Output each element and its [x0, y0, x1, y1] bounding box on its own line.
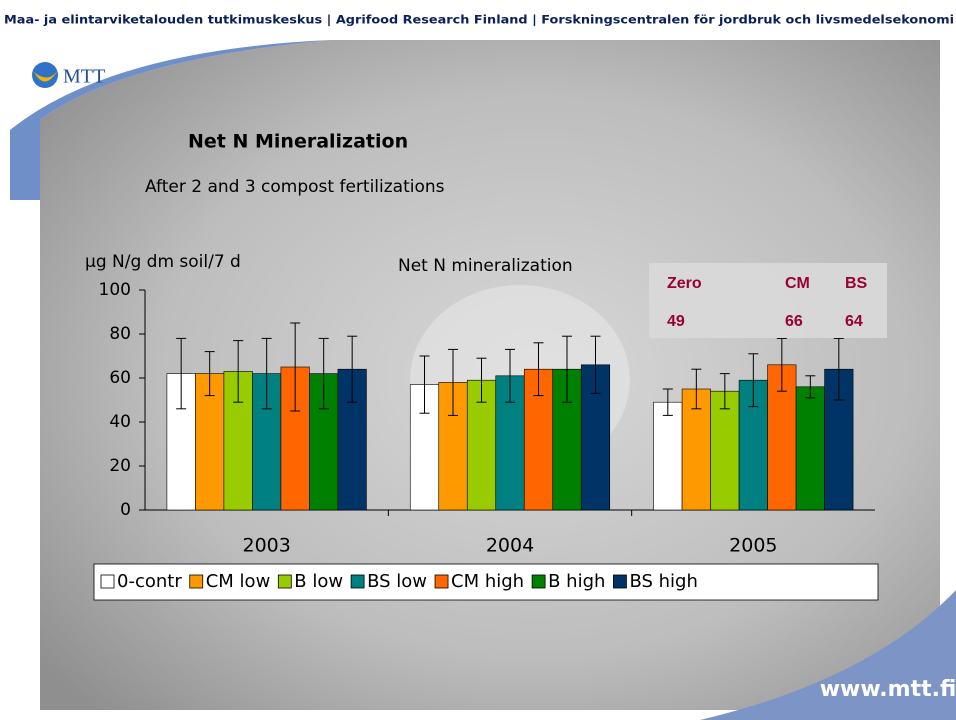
y-tick-label: 0	[120, 500, 131, 520]
legend-label: B low	[294, 571, 343, 592]
slide: Maa- ja elintarviketalouden tutkimuskesk…	[0, 0, 956, 720]
legend-label: CM high	[451, 571, 524, 592]
legend-label: BS high	[629, 571, 697, 592]
chart-title: Net N mineralization	[398, 256, 573, 276]
slide-subtitle: After 2 and 3 compost fertilizations	[145, 177, 445, 197]
annotation-label: CM	[785, 275, 810, 292]
legend-swatch	[435, 575, 448, 588]
legend-swatch	[613, 575, 626, 588]
logo-text: MTT	[63, 66, 105, 88]
legend-swatch	[351, 575, 364, 588]
annotation-label: Zero	[667, 275, 702, 292]
legend-label: BS low	[367, 571, 427, 592]
legend-label: 0-contr	[117, 571, 182, 592]
bar	[796, 387, 825, 510]
x-tick-label: 2005	[729, 535, 777, 557]
slide-title: Net N Mineralization	[188, 131, 408, 153]
annotation-value: 66	[785, 313, 803, 330]
legend-label: B high	[548, 571, 605, 592]
header-text: Maa- ja elintarviketalouden tutkimuskesk…	[4, 13, 954, 27]
annotation-value: 64	[845, 313, 863, 330]
y-tick-label: 80	[109, 324, 131, 344]
legend-swatch	[278, 575, 291, 588]
annotation-label: BS	[845, 275, 868, 292]
x-tick-label: 2003	[242, 535, 290, 557]
footer-url: www.mtt.fi	[820, 677, 956, 702]
y-tick-label: 20	[109, 456, 131, 476]
legend-swatch	[190, 575, 203, 588]
legend-swatch	[532, 575, 545, 588]
y-tick-label: 40	[109, 412, 131, 432]
legend-swatch	[101, 575, 114, 588]
bar	[654, 402, 683, 510]
annotation-value: 49	[667, 313, 685, 330]
y-axis-label: µg N/g dm soil/7 d	[85, 252, 241, 272]
x-tick-label: 2004	[486, 535, 534, 557]
y-tick-label: 60	[109, 368, 131, 388]
legend-label: CM low	[206, 571, 271, 592]
y-tick-label: 100	[99, 280, 131, 300]
